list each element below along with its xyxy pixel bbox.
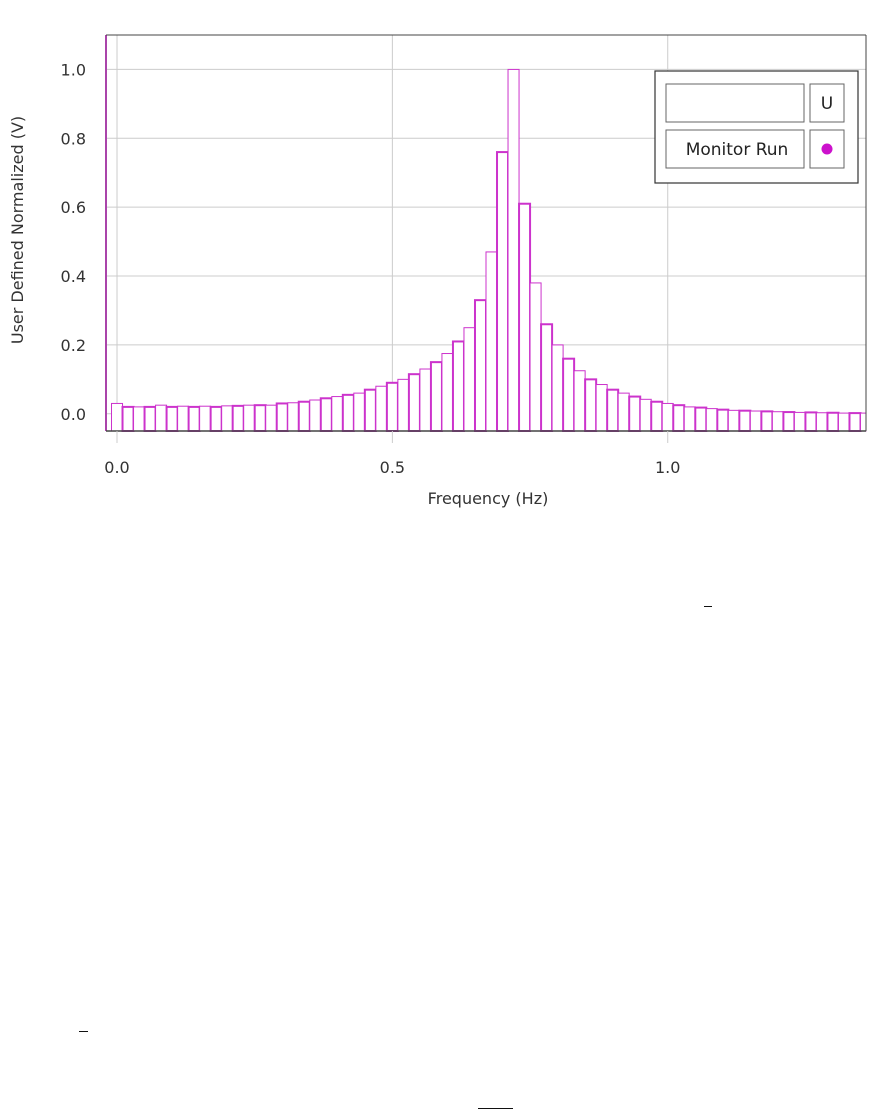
histogram-bar	[319, 397, 333, 432]
histogram-bar	[177, 405, 190, 432]
histogram-bar	[518, 202, 532, 432]
legend-item-label: Monitor Run	[686, 140, 789, 160]
histogram-bar	[429, 361, 443, 432]
legend-header-name-cell	[665, 83, 805, 123]
histogram-bar	[143, 405, 157, 433]
legend: U Monitor Run	[654, 70, 859, 184]
histogram-bar	[265, 404, 278, 432]
histogram-bar	[804, 411, 818, 432]
histogram-bar	[606, 388, 620, 432]
axes	[105, 34, 867, 443]
histogram-bar	[287, 402, 300, 432]
y-tick-label: 0.0	[61, 405, 86, 424]
histogram-bar	[793, 411, 806, 432]
x-tick-label: 1.0	[655, 458, 680, 477]
histogram-bar	[441, 353, 454, 432]
y-tick-label: 0.6	[61, 198, 86, 217]
histogram-bar	[309, 399, 322, 432]
stray-dash-mark	[704, 606, 712, 607]
x-axis-title: Frequency (Hz)	[428, 489, 549, 508]
histogram-bar	[738, 409, 752, 432]
histogram-bar	[727, 409, 740, 432]
histogram-bar	[573, 370, 586, 432]
histogram-bars	[111, 68, 867, 433]
legend-header-unit: U	[821, 94, 833, 114]
histogram-bar	[341, 393, 355, 432]
histogram-bar	[231, 404, 245, 433]
stray-dash-mark	[79, 1031, 88, 1032]
histogram-bar	[760, 410, 774, 432]
histogram-bar	[716, 408, 730, 432]
histogram-bar	[419, 368, 432, 432]
histogram-bar	[749, 410, 762, 432]
y-tick-label: 0.4	[61, 267, 86, 286]
histogram-bar	[529, 282, 542, 432]
histogram-bar	[694, 406, 708, 433]
histogram-bar	[661, 402, 674, 432]
histogram-bar	[628, 395, 642, 432]
histogram-bar	[485, 251, 498, 432]
histogram-bar	[859, 412, 867, 432]
histogram-bar	[363, 388, 377, 432]
histogram-bar	[187, 405, 201, 433]
histogram-bar	[562, 357, 576, 432]
histogram-bar	[253, 404, 267, 433]
histogram-bar	[121, 405, 135, 433]
histogram-bar	[275, 402, 289, 433]
histogram-bar	[672, 404, 686, 433]
histogram-bar	[297, 400, 311, 433]
histogram-bar	[397, 378, 410, 432]
legend-item-marker	[821, 143, 833, 155]
histogram-bar	[650, 400, 664, 433]
histogram-bar	[617, 392, 630, 432]
x-tick-label: 0.5	[380, 458, 405, 477]
tick-labels: 0.0 0.5 1.0 0.0 0.2 0.4 0.6 0.8 1.0	[61, 60, 681, 477]
histogram-bar	[595, 384, 608, 432]
histogram-bar	[584, 378, 598, 433]
histogram-bar	[451, 340, 465, 433]
histogram-bar	[815, 412, 828, 432]
histogram-bar	[407, 373, 421, 433]
histogram-bar	[331, 396, 344, 432]
stray-bar-mark	[478, 1108, 513, 1109]
histogram-bar	[375, 385, 388, 432]
y-tick-label: 0.8	[61, 129, 86, 148]
histogram-bar	[771, 411, 784, 432]
histogram-bar	[848, 412, 862, 432]
histogram-bar	[837, 412, 850, 432]
x-tick-label: 0.0	[104, 458, 129, 477]
histogram-bar	[165, 405, 179, 433]
legend-item-label-cell	[665, 129, 805, 169]
histogram-bar	[133, 406, 146, 432]
histogram-bar	[683, 406, 696, 432]
histogram-bar	[243, 404, 256, 432]
histogram-bar	[111, 402, 124, 432]
y-tick-label: 0.2	[61, 336, 86, 355]
histogram-bar	[353, 392, 366, 432]
histogram-bar	[826, 411, 840, 433]
histogram-bar	[782, 411, 796, 433]
histogram-bar	[705, 408, 718, 432]
legend-header-unit-cell	[809, 83, 845, 123]
histogram-bar	[385, 381, 399, 432]
histogram-bar	[155, 404, 168, 432]
histogram-bar	[221, 405, 234, 432]
histogram-bar	[639, 398, 652, 432]
histogram-bar	[551, 344, 564, 432]
histogram-bar	[199, 405, 212, 432]
y-axis-title: User Defined Normalized (V)	[8, 116, 27, 344]
histogram-bar	[496, 151, 510, 433]
histogram-bar	[540, 323, 554, 432]
histogram-bar	[507, 68, 520, 432]
histogram-bar	[473, 299, 487, 432]
histogram-bar	[209, 405, 223, 433]
histogram-bar	[463, 327, 476, 432]
y-tick-label: 1.0	[61, 60, 86, 79]
